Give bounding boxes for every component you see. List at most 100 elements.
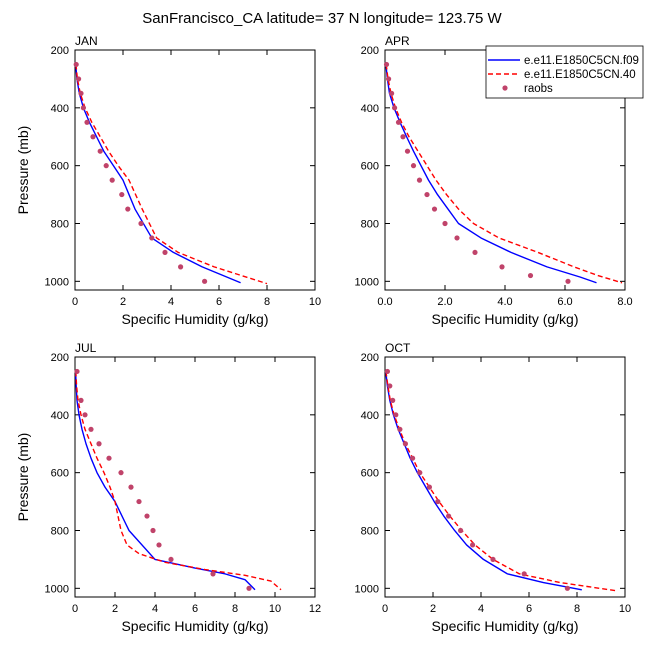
jan-x-tick-label: 4 [168,296,174,308]
oct-x-tick-label: 4 [478,603,484,615]
jul-raobs-point [118,470,124,476]
apr-x-axis-title: Specific Humidity (g/kg) [431,311,578,327]
jan-raobs-point [162,249,168,256]
apr-x-tick-label: 6.0 [557,296,572,308]
apr-y-tick-label: 800 [361,218,379,230]
jul-series-e-e11-e1850c5cn-40-line [75,371,282,591]
panel-jul: JUL 0 2 4 6 8 10 12 200 400 600 800 1000 Specific Hum… [15,341,321,634]
apr-raobs-point [527,272,534,279]
apr-raobs-point [424,191,430,198]
jan-raobs-point [76,76,82,82]
jan-raobs-point [103,163,109,169]
jul-y-tick-label: 400 [51,410,69,422]
oct-raobs-point [470,542,476,548]
legend-label-f09: e.e11.E1850C5CN.f09 [524,55,639,67]
jul-plot-frame [74,356,316,598]
apr-raobs-point [383,61,390,68]
jan-raobs-point [78,90,84,96]
jan-x-axis-title: Specific Humidity (g/kg) [121,311,268,327]
oct-plot-frame [384,356,626,598]
jan-x-tick-label: 8 [264,296,270,308]
oct-raobs-point [490,556,496,563]
panel-jan: JAN 0 2 4 6 8 10 200 400 600 800 1000 Specific Humid… [15,34,321,327]
legend-label-raobs: raobs [524,83,553,95]
jan-raobs-point [97,148,103,154]
jul-x-tick-label: 12 [309,603,321,615]
jul-x-tick-label: 4 [152,603,158,615]
jul-raobs-point [88,426,94,432]
apr-raobs-point [442,220,448,227]
jan-raobs-point [178,264,184,270]
jul-raobs-point [210,571,216,577]
apr-raobs-point [410,163,417,169]
jul-y-tick-label: 800 [51,525,69,537]
oct-x-tick-label: 2 [430,603,436,615]
jul-raobs-point [128,484,134,490]
jan-x-tick-label: 0 [72,296,78,308]
legend-label-40: e.e11.E1850C5CN.40 [524,69,636,81]
jan-raobs-point [84,119,90,125]
apr-raobs-point [404,148,411,154]
apr-panel-title: APR [385,34,410,48]
panel-oct: OCT 0 2 4 6 8 10 200 400 600 800 1000 Specific Humid… [355,341,632,634]
jul-x-tick-label: 8 [232,603,238,615]
apr-raobs-point [386,76,392,82]
oct-raobs-point [397,426,403,432]
jan-y-tick-label: 800 [51,218,69,230]
jan-raobs-point [138,220,144,227]
jan-raobs-point [119,191,125,198]
apr-y-tick-label: 600 [361,161,379,173]
jul-y-tick-label: 600 [51,468,69,480]
jul-raobs-point [136,498,142,505]
jul-panel-title: JUL [75,341,97,355]
oct-raobs-point [410,455,416,461]
apr-series-e-e11-e1850c5cn-40-line [385,64,623,284]
oct-x-tick-label: 8 [574,603,580,615]
apr-raobs-point [416,177,423,183]
apr-raobs-point [389,90,395,96]
apr-raobs-point [400,134,406,140]
jul-raobs-point [96,441,102,447]
oct-raobs-point [446,513,452,519]
jul-raobs-point [74,368,80,375]
jul-x-tick-label: 2 [112,603,118,615]
jul-raobs-point [82,412,88,418]
apr-raobs-point [499,264,505,270]
jul-raobs-point [78,397,84,403]
jan-raobs-point [125,206,131,212]
oct-raobs-point [393,412,399,418]
jan-x-tick-label: 10 [309,296,321,308]
oct-raobs-point [458,527,464,534]
jan-raobs-point [73,61,79,68]
jan-raobs-point [90,134,96,140]
jul-y-tick-label: 1000 [45,583,69,595]
jan-panel-title: JAN [75,34,98,48]
apr-raobs-point [395,119,402,125]
jul-x-axis-title: Specific Humidity (g/kg) [121,618,268,634]
apr-x-tick-label: 2.0 [437,296,452,308]
oct-raobs-point [387,383,393,389]
jul-series-e-e11-e1850c5cn-f09-line [74,371,256,591]
oct-series-e-e11-e1850c5cn-40-line [385,371,616,592]
jan-plot-frame [74,49,316,291]
legend-marker-raobs [502,85,508,91]
apr-x-tick-label: 4.0 [497,296,512,308]
jan-raobs-point [80,105,86,111]
oct-raobs-point [417,470,423,476]
jan-raobs-point [202,278,208,284]
jul-y-axis-title: Pressure (mb) [15,433,31,522]
oct-x-tick-label: 10 [619,603,631,615]
jul-raobs-point [156,542,162,548]
jan-x-tick-label: 2 [120,296,126,308]
oct-x-axis-title: Specific Humidity (g/kg) [431,618,578,634]
jul-x-tick-label: 10 [269,603,281,615]
jul-raobs-point [246,585,252,591]
oct-panel-title: OCT [385,341,411,355]
jan-y-axis-title: Pressure (mb) [15,126,31,215]
apr-x-tick-label: 0.0 [377,296,392,308]
jan-raobs-point [149,235,155,241]
jul-x-tick-label: 0 [72,603,78,615]
legend-box [485,45,644,99]
oct-raobs-point [564,585,571,591]
